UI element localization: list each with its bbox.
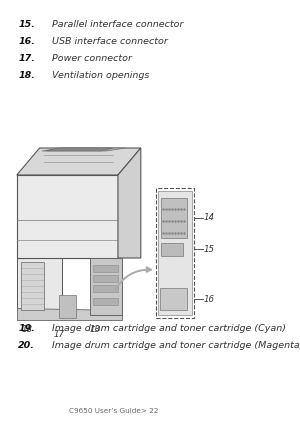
Text: 14: 14 <box>204 213 215 222</box>
Text: Image drum cartridge and toner cartridge (Magenta): Image drum cartridge and toner cartridge… <box>52 341 300 350</box>
Polygon shape <box>42 148 126 151</box>
Polygon shape <box>93 275 118 282</box>
Bar <box>160 288 187 310</box>
Bar <box>160 198 187 238</box>
Text: 19.: 19. <box>18 324 35 333</box>
Polygon shape <box>93 265 118 272</box>
Text: C9650 User’s Guide> 22: C9650 User’s Guide> 22 <box>69 408 159 414</box>
Text: 17: 17 <box>53 330 64 339</box>
Polygon shape <box>17 258 62 310</box>
Text: Power connector: Power connector <box>52 54 132 63</box>
Polygon shape <box>118 148 141 258</box>
Text: 18.: 18. <box>18 71 35 80</box>
Text: 15.: 15. <box>18 20 35 29</box>
Text: USB interface connector: USB interface connector <box>52 37 167 46</box>
Polygon shape <box>17 308 122 320</box>
Bar <box>158 191 192 315</box>
Text: 13: 13 <box>90 325 101 334</box>
Text: 20.: 20. <box>18 341 35 350</box>
Polygon shape <box>93 285 118 292</box>
Text: 18: 18 <box>21 325 32 334</box>
Text: Parallel interface connector: Parallel interface connector <box>52 20 183 29</box>
FancyArrowPatch shape <box>114 267 151 293</box>
Text: Image drum cartridge and toner cartridge (Cyan): Image drum cartridge and toner cartridge… <box>52 324 286 333</box>
Polygon shape <box>59 295 76 318</box>
Polygon shape <box>93 298 118 305</box>
Polygon shape <box>20 262 44 310</box>
Text: Ventilation openings: Ventilation openings <box>52 71 149 80</box>
Text: 16.: 16. <box>18 37 35 46</box>
Polygon shape <box>90 258 122 315</box>
Polygon shape <box>46 148 112 151</box>
Bar <box>160 243 183 256</box>
Polygon shape <box>17 175 118 258</box>
Text: 15: 15 <box>204 245 215 253</box>
Text: 17.: 17. <box>18 54 35 63</box>
Text: 16: 16 <box>204 294 215 303</box>
Bar <box>156 188 194 318</box>
Polygon shape <box>17 148 141 175</box>
